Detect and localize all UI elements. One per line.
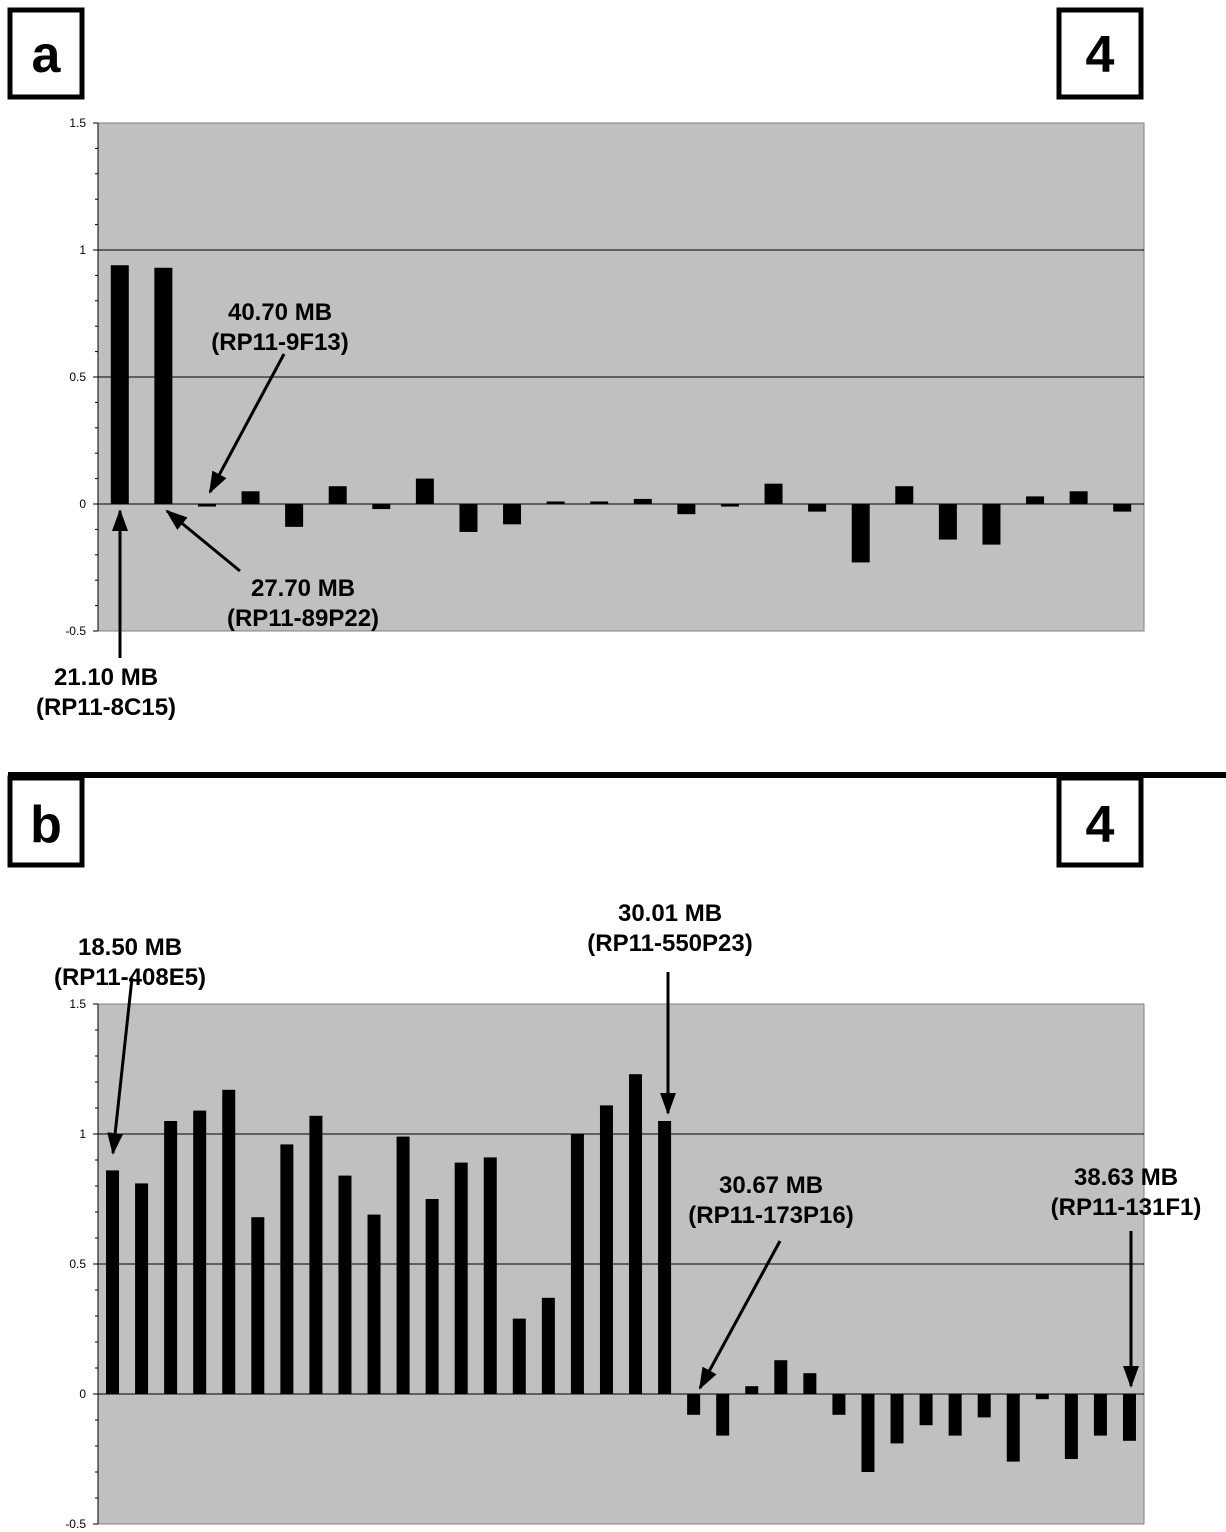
bar xyxy=(938,504,957,540)
panel-b-number-box xyxy=(1056,775,1144,868)
panel-b-number: 4 xyxy=(1086,796,1115,854)
bar xyxy=(590,501,609,504)
y-tick-label: -0.5 xyxy=(65,624,86,638)
bar xyxy=(1122,1394,1136,1441)
bar xyxy=(720,504,739,507)
bar xyxy=(459,504,478,532)
bar xyxy=(512,1318,526,1394)
bar xyxy=(503,504,522,525)
panel-a-letter-box xyxy=(7,7,85,100)
bar xyxy=(895,486,914,504)
annotation-position: 38.63 MB xyxy=(1074,1164,1178,1191)
annotation-arrow xyxy=(107,977,134,1155)
bar xyxy=(135,1183,149,1394)
annotation-clone: (RP11-89P22) xyxy=(227,605,379,632)
annotation-position: 40.70 MB xyxy=(228,299,332,326)
bar xyxy=(367,1214,381,1394)
bar xyxy=(808,504,827,512)
bar xyxy=(948,1394,962,1436)
annotation-clone: (RP11-9F13) xyxy=(211,329,348,356)
chart-b: 1.5 1 0.5 0 -0.5 18.50 MB (RP11-408E5) 30.01 MB… xyxy=(54,900,1201,1531)
bar xyxy=(851,504,870,563)
bar xyxy=(1093,1394,1107,1436)
bar xyxy=(803,1373,817,1394)
bar xyxy=(396,1136,410,1394)
bar xyxy=(1035,1394,1049,1400)
annotation-clone: (RP11-550P23) xyxy=(587,930,752,957)
bar xyxy=(745,1386,759,1394)
panel-b-letter: b xyxy=(30,796,62,854)
bar xyxy=(1026,496,1045,504)
y-tick-label: 0.5 xyxy=(69,370,86,384)
bar xyxy=(861,1394,875,1472)
bar xyxy=(483,1157,497,1394)
bar xyxy=(328,486,347,504)
annotation-clone: (RP11-173P16) xyxy=(688,1202,853,1229)
y-tick-label: -0.5 xyxy=(65,1517,86,1531)
bar xyxy=(454,1162,468,1394)
bar xyxy=(106,1170,120,1394)
annotation-position: 18.50 MB xyxy=(78,934,182,961)
panel-b-letter-box xyxy=(7,775,85,868)
bar xyxy=(222,1089,236,1394)
bar xyxy=(890,1394,904,1444)
bar xyxy=(425,1199,439,1394)
bar xyxy=(919,1394,933,1426)
annotation-clone: (RP11-8C15) xyxy=(36,694,176,721)
annotation-position: 30.01 MB xyxy=(618,900,722,927)
bar xyxy=(982,504,1001,545)
bar xyxy=(164,1121,178,1394)
bar xyxy=(1006,1394,1020,1462)
bar xyxy=(687,1394,701,1415)
bar xyxy=(372,504,391,510)
bar xyxy=(338,1175,352,1394)
bar xyxy=(774,1360,788,1394)
panel-a-number: 4 xyxy=(1086,26,1115,84)
bar xyxy=(658,1121,672,1394)
bar xyxy=(110,265,129,504)
bar xyxy=(154,267,173,504)
bar xyxy=(570,1134,584,1394)
y-tick-label: 0 xyxy=(79,1387,86,1401)
bar xyxy=(977,1394,991,1418)
bar xyxy=(629,1074,643,1394)
panel-a-number-box xyxy=(1056,7,1144,100)
annotation-arrow xyxy=(208,353,286,494)
bar xyxy=(193,1110,207,1394)
annotation-position: 21.10 MB xyxy=(54,664,158,691)
bar xyxy=(716,1394,730,1436)
bar xyxy=(197,504,216,507)
y-tick-label: 1 xyxy=(79,1127,86,1141)
annotation-arrow xyxy=(698,1240,782,1390)
bar xyxy=(1113,504,1132,512)
annotation-position: 30.67 MB xyxy=(719,1172,823,1199)
annotation-arrow xyxy=(165,509,241,573)
bar xyxy=(1064,1394,1078,1459)
bar xyxy=(599,1105,613,1394)
bar xyxy=(251,1217,265,1394)
bar xyxy=(633,498,652,504)
bar xyxy=(832,1394,846,1415)
bar xyxy=(241,491,260,504)
y-tick-label: 1.5 xyxy=(69,997,86,1011)
bar xyxy=(764,483,783,504)
bar xyxy=(280,1144,294,1394)
y-tick-label: 1.5 xyxy=(69,116,86,130)
bar xyxy=(1069,491,1088,504)
y-tick-label: 1 xyxy=(79,243,86,257)
bar xyxy=(415,478,434,504)
chart-a: 1.5 1 0.5 0 -0.5 21.10 MB (RP11-8C15) 27.70 MB (… xyxy=(36,116,1145,721)
bar xyxy=(677,504,696,515)
bar xyxy=(541,1297,555,1394)
annotation-clone: (RP11-131F1) xyxy=(1051,1194,1202,1221)
annotation-clone: (RP11-408E5) xyxy=(54,964,206,991)
bar xyxy=(546,501,565,504)
bar xyxy=(285,504,304,527)
y-tick-label: 0.5 xyxy=(69,1257,86,1271)
panel-a-letter: a xyxy=(32,26,62,84)
bar xyxy=(309,1115,323,1394)
y-tick-label: 0 xyxy=(79,497,86,511)
annotation-position: 27.70 MB xyxy=(251,575,355,602)
